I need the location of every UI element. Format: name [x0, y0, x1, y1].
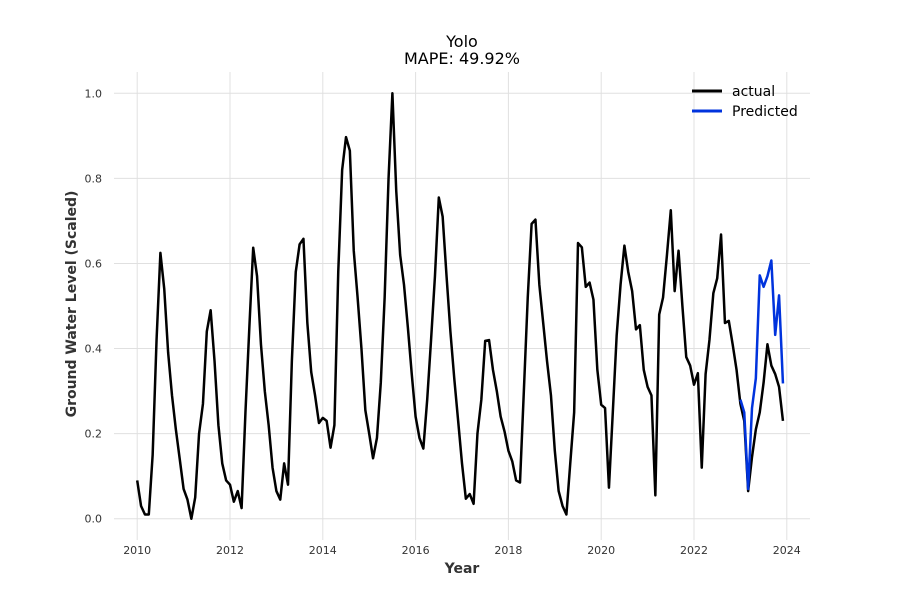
series-line-actual [135, 92, 785, 520]
y-axis-label: Ground Water Level (Scaled) [64, 191, 80, 418]
x-tick-label: 2016 [402, 544, 430, 557]
x-tick-label: 2014 [309, 544, 337, 557]
chart-title: Yolo [445, 32, 478, 51]
y-tick-label: 0.4 [85, 343, 103, 356]
y-tick-label: 0.2 [85, 428, 103, 441]
chart-subtitle: MAPE: 49.92% [404, 49, 520, 68]
series-lines [135, 92, 785, 520]
axis-ticks: 2010 2012 2014 2016 2018 2020 2022 2024 0.0 0.2 0.… [85, 87, 801, 557]
legend-label-actual: actual [732, 84, 775, 100]
x-tick-label: 2024 [773, 544, 801, 557]
grid [114, 72, 810, 540]
legend-label-predicted: Predicted [732, 104, 798, 120]
x-tick-label: 2010 [123, 544, 151, 557]
y-tick-label: 1.0 [85, 87, 103, 100]
legend: actual Predicted [692, 84, 798, 120]
x-tick-label: 2018 [494, 544, 522, 557]
y-tick-label: 0.6 [85, 257, 103, 270]
x-tick-label: 2020 [587, 544, 615, 557]
x-tick-label: 2022 [680, 544, 708, 557]
x-axis-label: Year [444, 561, 480, 577]
series-line-predicted [739, 259, 785, 491]
x-tick-label: 2012 [216, 544, 244, 557]
y-tick-label: 0.0 [85, 513, 103, 526]
y-tick-label: 0.8 [85, 172, 103, 185]
